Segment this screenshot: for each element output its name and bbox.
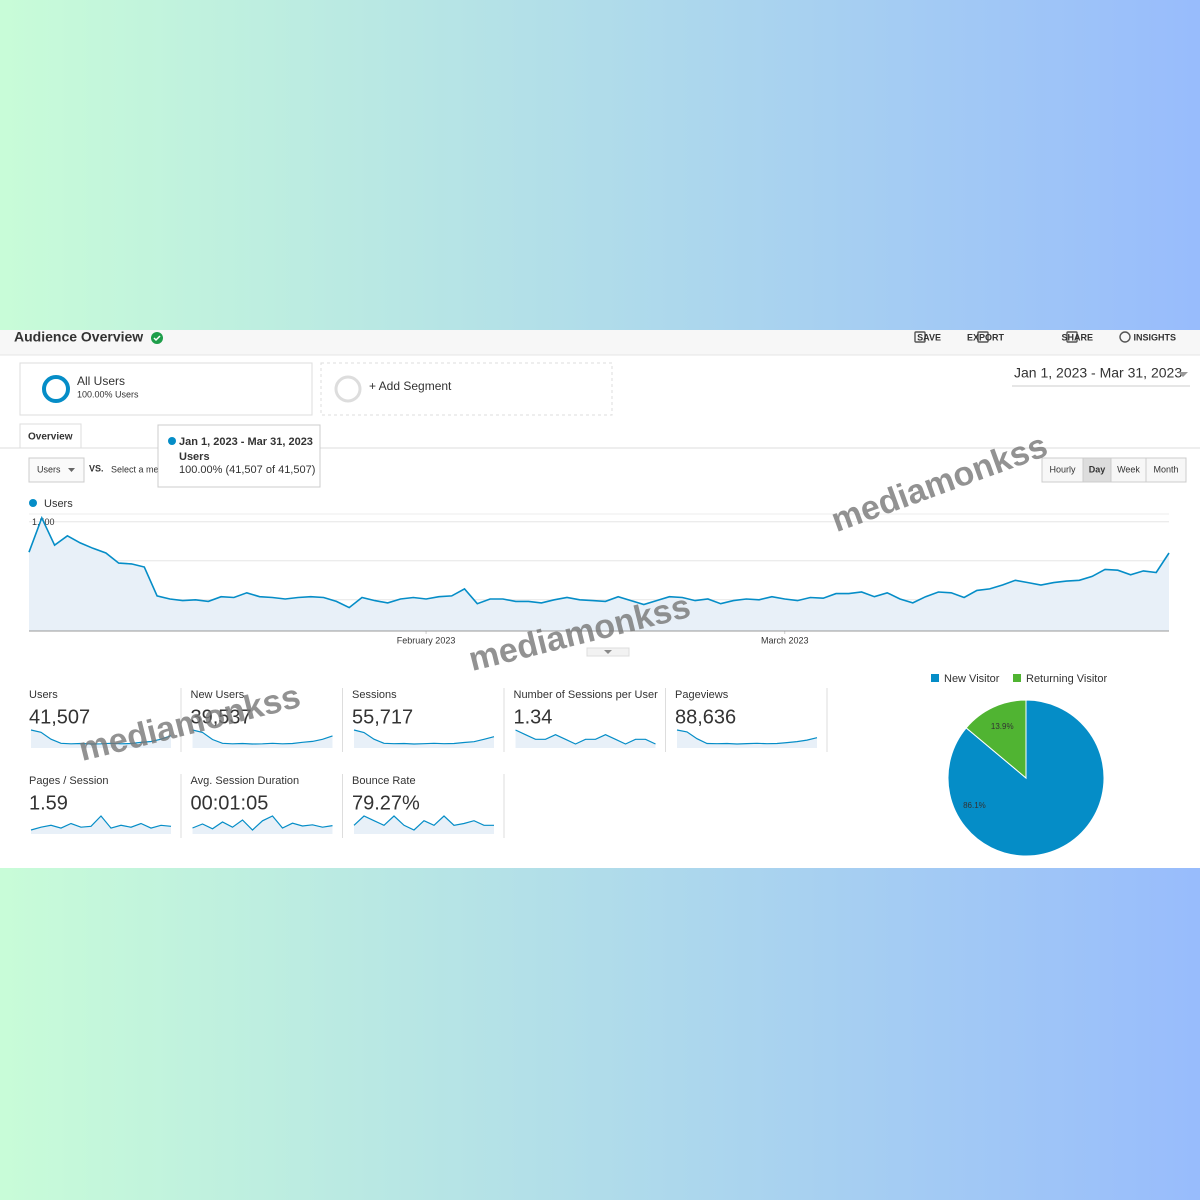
caret <box>68 468 75 472</box>
caret <box>604 650 612 654</box>
metrics: Users 41,507 New Users 39,537 Sessions 55,717… <box>29 688 828 838</box>
date-range[interactable]: Jan 1, 2023 - Mar 31, 2023 <box>1014 365 1182 381</box>
segment-card[interactable] <box>19 362 313 416</box>
metric-label: Pageviews <box>675 689 729 701</box>
sparkline <box>30 815 172 831</box>
sparkline-area <box>31 816 171 834</box>
pie-label: 86.1% <box>963 801 986 810</box>
granularity-button[interactable] <box>1145 457 1187 483</box>
legend-label: New Visitor <box>944 673 1000 685</box>
action-icon <box>1119 331 1131 343</box>
metric-value: 79.27% <box>352 792 420 814</box>
header-bar <box>0 330 1200 355</box>
action[interactable]: SHARE <box>1061 332 1093 342</box>
legend-swatch <box>1013 674 1021 682</box>
action[interactable]: INSIGHTS <box>1133 332 1176 342</box>
sparkline <box>192 815 333 831</box>
compare-link[interactable]: Select a metric <box>111 464 171 474</box>
metric-select-label: Users <box>37 464 61 474</box>
granularity: Hourly Day Week Month <box>1041 457 1187 483</box>
segment-name: All Users <box>77 374 125 388</box>
metric-label: Users <box>29 689 58 701</box>
metric-value: 1.59 <box>29 792 68 814</box>
metric-value: 41,507 <box>29 706 90 728</box>
legend-dot <box>29 499 37 507</box>
granularity-label: Hourly <box>1049 464 1076 474</box>
metric-value: 1.34 <box>514 706 553 728</box>
granularity-button[interactable] <box>1041 457 1084 483</box>
sparkline <box>30 729 172 745</box>
action[interactable]: SAVE <box>917 332 941 342</box>
x-tick-label: March 2023 <box>761 635 809 645</box>
granularity-button[interactable] <box>1082 457 1112 483</box>
metric-value: 88,636 <box>675 706 736 728</box>
metric-label: Number of Sessions per User <box>514 689 659 701</box>
tooltip-metric: Users <box>179 451 210 463</box>
tab-label: Overview <box>28 432 73 443</box>
add-segment[interactable]: + Add Segment <box>369 379 452 393</box>
segment-ring <box>42 375 70 403</box>
granularity-label: Week <box>1117 464 1140 474</box>
line <box>28 515 1170 609</box>
tooltip-dot <box>168 437 176 445</box>
metric-value: 55,717 <box>352 706 413 728</box>
metric-label: New Users <box>191 689 245 701</box>
sparkline-area <box>354 816 494 834</box>
page-title: Audience Overview <box>14 329 143 345</box>
metric-label: Sessions <box>352 689 397 701</box>
granularity-label: Day <box>1089 464 1106 474</box>
metric-label: Bounce Rate <box>352 775 416 787</box>
legend-label: Users <box>44 498 73 510</box>
legend-label: Returning Visitor <box>1026 673 1107 685</box>
sparkline-area <box>515 730 656 748</box>
sparkline <box>353 729 495 745</box>
sparkline <box>192 729 333 745</box>
tooltip-date: Jan 1, 2023 - Mar 31, 2023 <box>179 436 313 448</box>
tooltip <box>157 424 321 488</box>
action-icon <box>914 331 926 343</box>
metric-value: 00:01:05 <box>191 792 269 814</box>
pie-slice <box>965 699 1027 780</box>
sparkline-area <box>192 816 333 834</box>
actions: SAVE EXPORT SHARE INSIGHTS <box>914 331 1176 343</box>
add-ring <box>334 375 362 403</box>
pie-chart: New Visitor Returning Visitor 86.1% 13.9% <box>931 673 1107 857</box>
sparkline <box>353 815 494 831</box>
caret <box>1178 372 1188 377</box>
area <box>29 517 1169 631</box>
granularity-label: Month <box>1153 464 1178 474</box>
metric-select[interactable] <box>28 457 85 483</box>
vs: VS. <box>89 463 104 473</box>
action[interactable]: EXPORT <box>967 332 1005 342</box>
x-tick-label: February 2023 <box>397 635 456 645</box>
metric-label: Pages / Session <box>29 775 109 787</box>
tooltip-value: 100.00% (41,507 of 41,507) <box>179 464 315 476</box>
sparkline <box>515 729 656 745</box>
action-icon <box>977 331 989 343</box>
check <box>153 335 161 342</box>
legend-swatch <box>931 674 939 682</box>
segment-detail: 100.00% Users <box>77 389 139 399</box>
metric-value: 39,537 <box>191 706 252 728</box>
metric-label: Avg. Session Duration <box>191 775 300 787</box>
pie-label: 13.9% <box>991 722 1014 731</box>
sparkline <box>676 729 818 745</box>
action-icon <box>1066 331 1078 343</box>
add-segment-card[interactable] <box>320 362 613 416</box>
tab[interactable] <box>19 423 82 449</box>
granularity-button[interactable] <box>1110 457 1147 483</box>
